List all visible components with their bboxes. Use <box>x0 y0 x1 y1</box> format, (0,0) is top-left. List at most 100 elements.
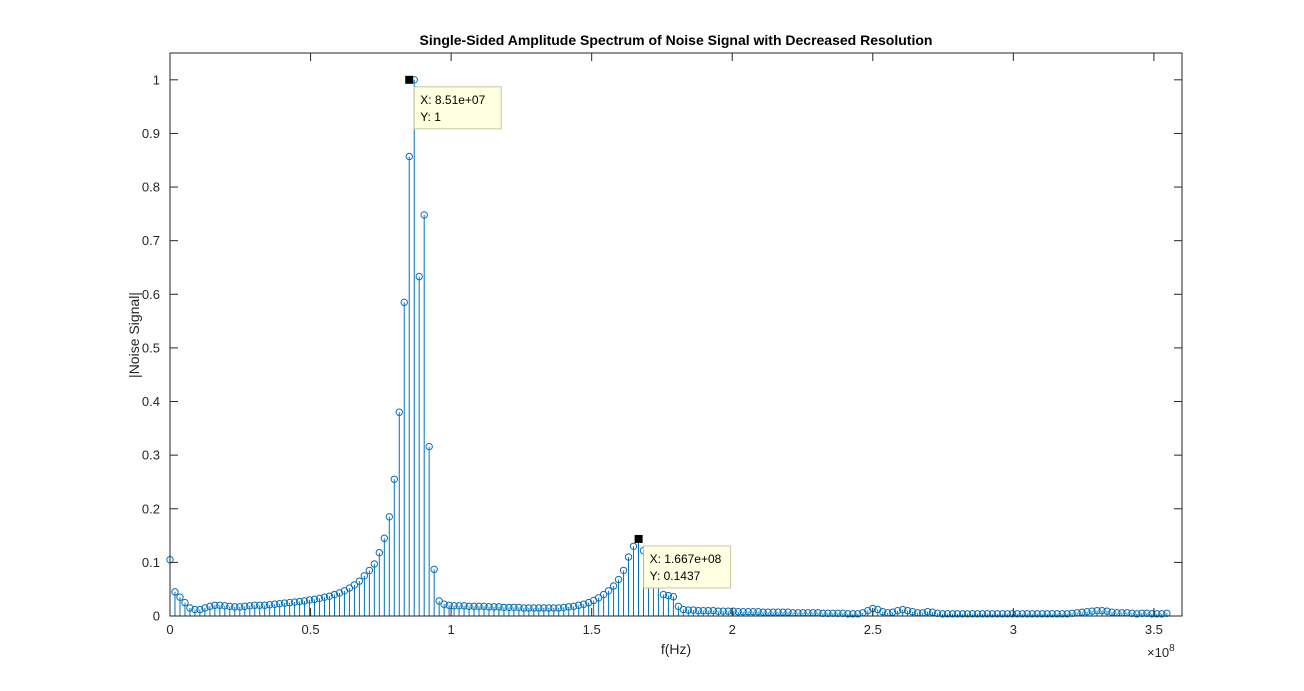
stem-marker[interactable] <box>923 608 932 616</box>
stem-marker[interactable] <box>450 602 458 610</box>
stem-marker[interactable] <box>659 590 668 599</box>
stem-marker[interactable] <box>664 591 673 600</box>
stem-marker[interactable] <box>824 609 832 618</box>
stem-marker[interactable] <box>1138 609 1146 618</box>
stem-marker[interactable] <box>390 475 398 483</box>
stem-marker[interactable] <box>834 609 842 618</box>
stem-marker[interactable] <box>669 592 678 601</box>
stem-marker[interactable] <box>500 603 508 612</box>
stem-marker[interactable] <box>1048 610 1056 618</box>
stem-marker[interactable] <box>530 604 538 612</box>
stem-marker[interactable] <box>1133 610 1141 618</box>
stem-marker[interactable] <box>270 600 279 608</box>
stem-marker[interactable] <box>938 610 947 618</box>
stem-marker[interactable] <box>998 610 1007 618</box>
stem-marker[interactable] <box>849 610 857 618</box>
stem-marker[interactable] <box>779 608 787 616</box>
stem-marker[interactable] <box>1003 610 1012 618</box>
stem-marker[interactable] <box>300 597 309 605</box>
stem-marker[interactable] <box>285 598 294 607</box>
stem-marker[interactable] <box>888 608 897 616</box>
stem-marker[interactable] <box>490 603 498 611</box>
stem-marker[interactable] <box>819 609 827 618</box>
stem-marker[interactable] <box>1093 606 1101 615</box>
stem-marker[interactable] <box>719 607 727 615</box>
stem-marker[interactable] <box>171 588 179 596</box>
stem-marker[interactable] <box>545 604 553 612</box>
stem-marker[interactable] <box>864 606 872 615</box>
stem-marker[interactable] <box>624 553 633 561</box>
stem-marker[interactable] <box>714 607 722 615</box>
stem-marker[interactable] <box>854 610 862 618</box>
stem-marker[interactable] <box>1078 608 1086 616</box>
stem-marker[interactable] <box>988 610 997 618</box>
stem-marker[interactable] <box>330 590 339 599</box>
stem-marker[interactable] <box>560 603 568 612</box>
stem-marker[interactable] <box>415 272 423 281</box>
stem-marker[interactable] <box>360 572 369 580</box>
stem-marker[interactable] <box>968 610 977 618</box>
stem-marker[interactable] <box>1108 608 1116 616</box>
stem-marker[interactable] <box>465 602 473 611</box>
stem-marker[interactable] <box>440 600 448 608</box>
stem-marker[interactable] <box>315 594 324 603</box>
stem-marker[interactable] <box>908 608 917 616</box>
stem-marker[interactable] <box>704 606 712 615</box>
stem-marker[interactable] <box>724 607 732 615</box>
stem-marker[interactable] <box>191 605 199 614</box>
stem-marker[interactable] <box>694 606 703 615</box>
stem-marker[interactable] <box>475 602 483 611</box>
stem-marker[interactable] <box>265 601 274 609</box>
stem-marker[interactable] <box>754 608 762 616</box>
stem-marker[interactable] <box>1098 606 1106 615</box>
stem-marker[interactable] <box>565 603 573 611</box>
axes-background[interactable] <box>170 53 1182 616</box>
stem-marker[interactable] <box>535 604 543 612</box>
stem-marker[interactable] <box>216 601 224 609</box>
stem-marker[interactable] <box>734 608 742 616</box>
stem-marker[interactable] <box>305 596 314 604</box>
stem-marker[interactable] <box>221 602 229 610</box>
stem-marker[interactable] <box>739 608 747 616</box>
stem-marker[interactable] <box>829 609 837 618</box>
stem-marker[interactable] <box>1058 610 1066 618</box>
stem-marker[interactable] <box>430 565 438 574</box>
stem-marker[interactable] <box>1103 607 1111 615</box>
stem-marker[interactable] <box>874 605 882 614</box>
stem-marker[interactable] <box>201 604 209 612</box>
stem-marker[interactable] <box>181 598 189 607</box>
stem-marker[interactable] <box>844 610 852 618</box>
stem-marker[interactable] <box>425 442 433 451</box>
stem-marker[interactable] <box>973 610 982 618</box>
data-tip-marker[interactable] <box>405 75 414 84</box>
stem-marker[interactable] <box>879 608 887 616</box>
stem-marker[interactable] <box>709 606 717 615</box>
stem-marker[interactable] <box>495 603 503 611</box>
stem-marker[interactable] <box>584 598 593 607</box>
stem-marker[interactable] <box>186 604 194 612</box>
stem-marker[interactable] <box>510 603 518 612</box>
stem-marker[interactable] <box>993 610 1002 618</box>
stem-marker[interactable] <box>1148 610 1156 618</box>
stem-marker[interactable] <box>1163 609 1171 618</box>
stem-marker[interactable] <box>325 592 334 600</box>
stem-marker[interactable] <box>295 597 304 606</box>
stem-marker[interactable] <box>385 513 394 521</box>
stem-marker[interactable] <box>515 603 523 612</box>
stem-marker[interactable] <box>380 534 389 542</box>
stem-marker[interactable] <box>570 602 578 611</box>
stem-marker[interactable] <box>1063 610 1071 618</box>
stem-marker[interactable] <box>1158 610 1166 618</box>
stem-marker[interactable] <box>769 608 777 616</box>
stem-marker[interactable] <box>260 601 269 609</box>
stem-marker[interactable] <box>1023 610 1031 618</box>
stem-marker[interactable] <box>350 581 359 589</box>
stem-marker[interactable] <box>958 610 967 618</box>
stem-marker[interactable] <box>355 577 364 585</box>
stem-marker[interactable] <box>206 602 214 611</box>
stem-marker[interactable] <box>784 608 792 616</box>
stem-marker[interactable] <box>445 601 453 609</box>
stem-marker[interactable] <box>1013 610 1021 618</box>
stem-marker[interactable] <box>520 604 528 612</box>
stem-marker[interactable] <box>470 602 478 611</box>
